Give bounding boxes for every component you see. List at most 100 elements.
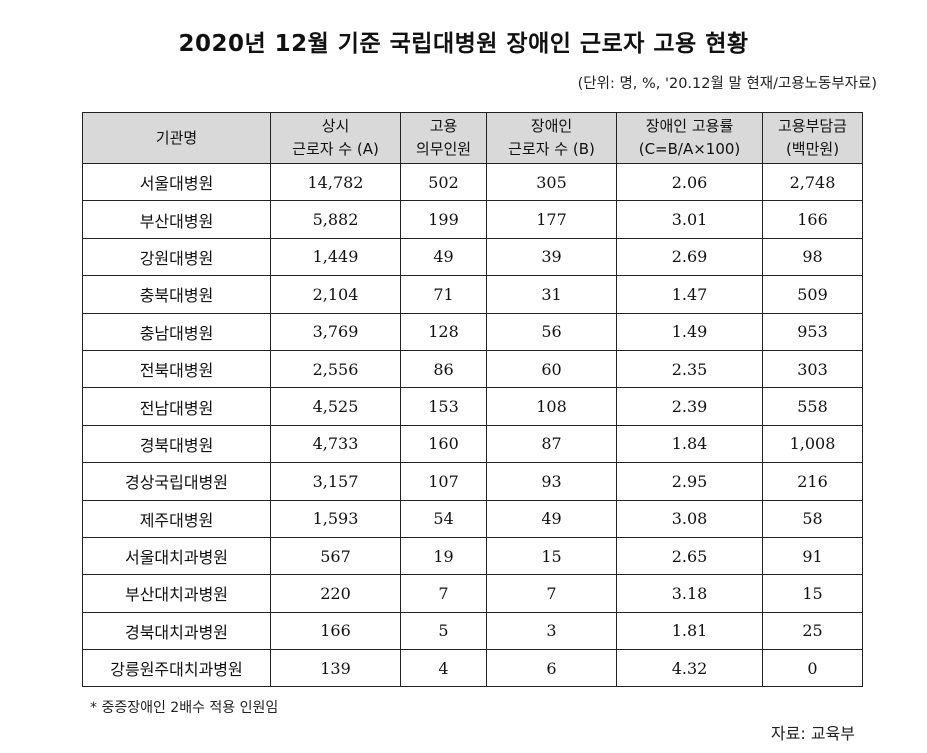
header-institution: 기관명: [82, 112, 271, 164]
disabled-workers: 15: [486, 536, 617, 576]
table-row: 충남대병원 3,769 128 56 1.49 953: [82, 312, 863, 351]
employment-rate: 2.65: [616, 536, 763, 576]
institution-name: 경북대치과병원: [82, 611, 271, 651]
mandatory-quota: 107: [400, 462, 487, 501]
employment-rate: 1.81: [616, 611, 763, 651]
disabled-workers: 31: [486, 275, 617, 314]
employment-rate: 2.95: [616, 462, 763, 501]
regular-workers: 4,733: [270, 424, 401, 464]
levy-amount: 216: [762, 462, 863, 501]
mandatory-quota: 4: [400, 649, 487, 688]
employment-rate: 3.01: [616, 200, 763, 239]
table-row: 제주대병원 1,593 54 49 3.08 58: [82, 499, 863, 538]
mandatory-quota: 502: [400, 162, 487, 202]
table-row: 서울대병원 14,782 502 305 2.06 2,748: [82, 162, 863, 202]
levy-amount: 91: [762, 536, 863, 576]
institution-name: 전북대병원: [82, 349, 271, 389]
header-regular-workers: 상시 근로자 수 (A): [270, 112, 401, 164]
table-row: 강릉원주대치과병원 139 4 6 4.32 0: [82, 649, 863, 688]
levy-amount: 58: [762, 499, 863, 538]
levy-amount: 15: [762, 574, 863, 613]
employment-rate: 1.47: [616, 275, 763, 314]
disabled-workers: 39: [486, 237, 617, 277]
employment-rate: 2.69: [616, 237, 763, 277]
institution-name: 전남대병원: [82, 387, 271, 426]
institution-name: 부산대치과병원: [82, 574, 271, 613]
regular-workers: 166: [270, 611, 401, 651]
header-levy: 고용부담금 (백만원): [762, 112, 863, 164]
mandatory-quota: 153: [400, 387, 487, 426]
footnote: * 중증장애인 2배수 적용 인원임: [90, 700, 279, 716]
employment-rate: 1.49: [616, 312, 763, 351]
institution-name: 서울대병원: [82, 162, 271, 202]
header-disabled-workers: 장애인 근로자 수 (B): [486, 112, 617, 164]
regular-workers: 14,782: [270, 162, 401, 202]
regular-workers: 2,104: [270, 275, 401, 314]
employment-rate: 1.84: [616, 424, 763, 464]
regular-workers: 139: [270, 649, 401, 688]
mandatory-quota: 54: [400, 499, 487, 538]
institution-name: 강릉원주대치과병원: [82, 649, 271, 688]
mandatory-quota: 7: [400, 574, 487, 613]
institution-name: 제주대병원: [82, 499, 271, 538]
levy-amount: 2,748: [762, 162, 863, 202]
page-title: 2020년 12월 기준 국립대병원 장애인 근로자 고용 현황: [178, 31, 749, 57]
levy-amount: 1,008: [762, 424, 863, 464]
levy-amount: 953: [762, 312, 863, 351]
mandatory-quota: 199: [400, 200, 487, 239]
disabled-workers: 49: [486, 499, 617, 538]
table-header-row: 기관명 상시 근로자 수 (A) 고용 의무인원 장애인 근로자 수 (B) 장애인 …: [82, 112, 863, 164]
disabled-workers: 6: [486, 649, 617, 688]
regular-workers: 220: [270, 574, 401, 613]
institution-name: 경북대병원: [82, 424, 271, 464]
table-row: 전남대병원 4,525 153 108 2.39 558: [82, 387, 863, 426]
regular-workers: 567: [270, 536, 401, 576]
mandatory-quota: 160: [400, 424, 487, 464]
table-row: 강원대병원 1,449 49 39 2.69 98: [82, 237, 863, 277]
institution-name: 강원대병원: [82, 237, 271, 277]
employment-rate: 2.39: [616, 387, 763, 426]
mandatory-quota: 86: [400, 349, 487, 389]
table-row: 서울대치과병원 567 19 15 2.65 91: [82, 536, 863, 576]
institution-name: 충북대병원: [82, 275, 271, 314]
regular-workers: 3,769: [270, 312, 401, 351]
table-row: 충북대병원 2,104 71 31 1.47 509: [82, 275, 863, 314]
employment-rate: 2.06: [616, 162, 763, 202]
levy-amount: 25: [762, 611, 863, 651]
disabled-workers: 56: [486, 312, 617, 351]
institution-name: 서울대치과병원: [82, 536, 271, 576]
employment-rate: 3.18: [616, 574, 763, 613]
disabled-workers: 3: [486, 611, 617, 651]
table-row: 전북대병원 2,556 86 60 2.35 303: [82, 349, 863, 389]
disabled-workers: 60: [486, 349, 617, 389]
regular-workers: 2,556: [270, 349, 401, 389]
institution-name: 부산대병원: [82, 200, 271, 239]
table-row: 부산대병원 5,882 199 177 3.01 166: [82, 200, 863, 239]
levy-amount: 303: [762, 349, 863, 389]
disabled-workers: 93: [486, 462, 617, 501]
disabled-workers: 305: [486, 162, 617, 202]
table-row: 경상국립대병원 3,157 107 93 2.95 216: [82, 462, 863, 501]
disabled-workers: 7: [486, 574, 617, 613]
header-mandatory-quota: 고용 의무인원: [400, 112, 487, 164]
unit-note: (단위: 명, %, '20.12월 말 현재/고용노동부자료): [577, 76, 877, 92]
levy-amount: 558: [762, 387, 863, 426]
institution-name: 경상국립대병원: [82, 462, 271, 501]
mandatory-quota: 49: [400, 237, 487, 277]
header-employment-rate: 장애인 고용률 (C=B/A×100): [616, 112, 763, 164]
regular-workers: 4,525: [270, 387, 401, 426]
table-row: 경북대병원 4,733 160 87 1.84 1,008: [82, 424, 863, 464]
disabled-workers: 177: [486, 200, 617, 239]
institution-name: 충남대병원: [82, 312, 271, 351]
employment-rate: 3.08: [616, 499, 763, 538]
source-note: 자료: 교육부: [770, 724, 855, 743]
regular-workers: 5,882: [270, 200, 401, 239]
levy-amount: 98: [762, 237, 863, 277]
employment-table: 기관명 상시 근로자 수 (A) 고용 의무인원 장애인 근로자 수 (B) 장애인 …: [82, 112, 863, 688]
levy-amount: 509: [762, 275, 863, 314]
regular-workers: 1,593: [270, 499, 401, 538]
regular-workers: 1,449: [270, 237, 401, 277]
disabled-workers: 87: [486, 424, 617, 464]
levy-amount: 166: [762, 200, 863, 239]
mandatory-quota: 5: [400, 611, 487, 651]
